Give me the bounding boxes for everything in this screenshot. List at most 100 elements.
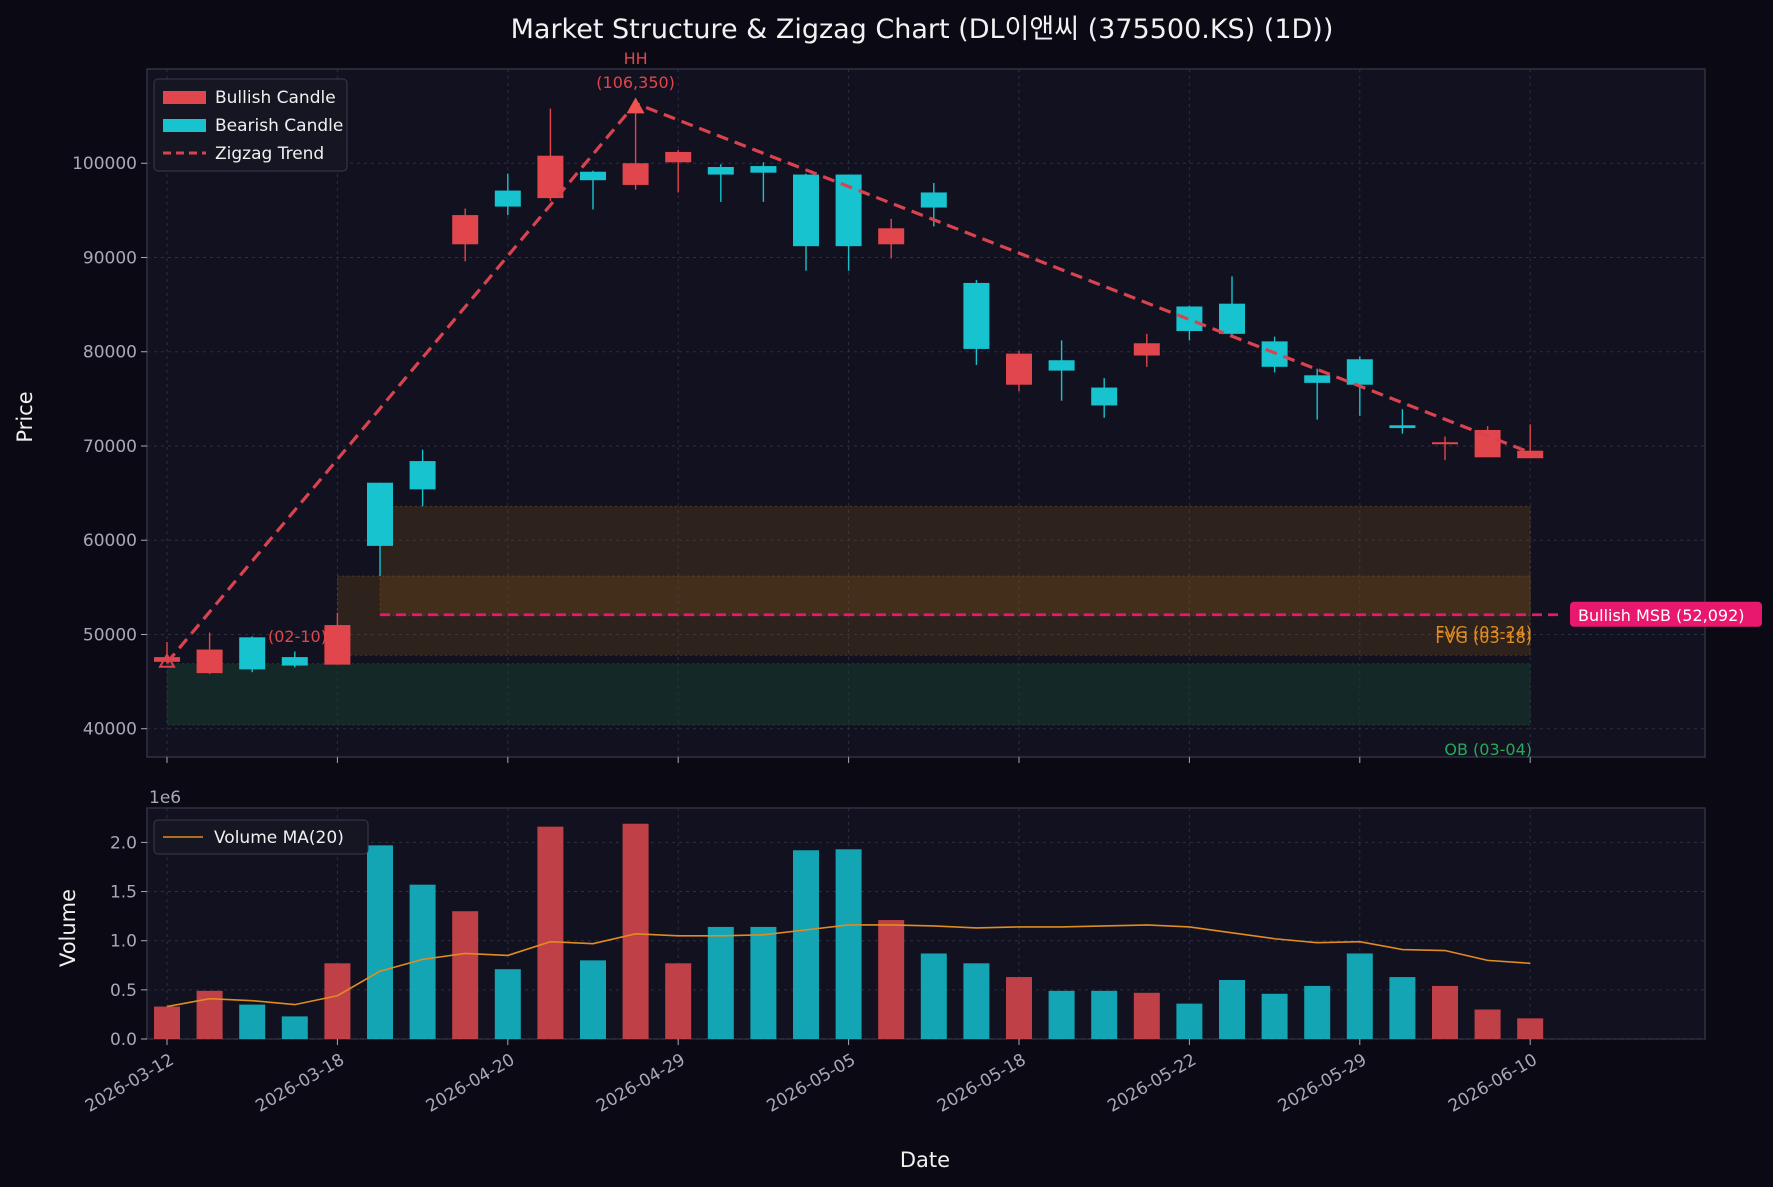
legend-bear-label: Bearish Candle xyxy=(215,116,343,136)
volume-legend: Volume MA(20) xyxy=(153,819,369,855)
volume-exponent-label: 1e6 xyxy=(149,788,181,808)
order-block-zone xyxy=(166,663,1531,726)
bullish-candle xyxy=(1133,343,1160,356)
volume-bar xyxy=(750,926,777,1039)
volume-bar xyxy=(1517,1018,1544,1039)
bullish-candle xyxy=(622,163,649,185)
low-marker xyxy=(158,652,176,668)
volume-bar xyxy=(324,963,351,1039)
bearish-candle xyxy=(793,174,819,247)
bearish-candle xyxy=(1048,360,1075,371)
volume-tick-label: 1.5 xyxy=(110,883,137,903)
volume-bar xyxy=(1091,990,1118,1039)
msb-badge xyxy=(1570,601,1762,627)
volume-legend-box xyxy=(153,819,369,855)
volume-tick-label: 1.0 xyxy=(110,932,137,952)
price-axis-label: Price xyxy=(13,391,37,442)
price-tick-label: 80000 xyxy=(83,343,137,363)
bearish-candle xyxy=(750,166,777,173)
price-plot-area xyxy=(146,68,1706,758)
legend-bear-swatch xyxy=(163,119,206,132)
volume-bar xyxy=(1304,985,1331,1039)
bearish-candle xyxy=(963,282,990,349)
hh-marker xyxy=(626,97,645,114)
volume-legend-label: Volume MA(20) xyxy=(214,828,344,848)
volume-bar xyxy=(239,1004,266,1039)
price-tick-label: 50000 xyxy=(83,625,137,645)
volume-bar xyxy=(1346,953,1373,1039)
bearish-candle xyxy=(409,461,436,490)
bearish-candle xyxy=(920,192,947,208)
volume-bar xyxy=(878,920,905,1039)
bullish-candle xyxy=(1006,353,1032,385)
price-tick-label: 40000 xyxy=(83,720,137,740)
bullish-candle xyxy=(196,649,223,674)
legend-zigzag-label: Zigzag Trend xyxy=(215,144,324,164)
volume-bar xyxy=(1176,1003,1203,1039)
volume-bar xyxy=(835,849,862,1039)
volume-bar xyxy=(622,823,649,1039)
volume-tick-label: 2.0 xyxy=(110,833,137,853)
volume-bar xyxy=(1389,977,1416,1039)
volume-bar xyxy=(452,911,479,1039)
volume-bar xyxy=(1048,990,1075,1039)
volume-bar xyxy=(707,926,734,1039)
volume-bar xyxy=(154,1006,180,1039)
bearish-candle xyxy=(580,171,606,181)
fvg-label: FVG (03-18) xyxy=(1435,628,1532,647)
bullish-candle xyxy=(665,151,692,163)
bearish-candle xyxy=(367,482,393,546)
bearish-candle xyxy=(1346,359,1373,385)
price-legend: Bullish Candle Bearish Candle Zigzag Trend xyxy=(153,78,348,172)
price-tick-label: 90000 xyxy=(83,248,137,268)
volume-bar xyxy=(920,953,947,1039)
bearish-candle xyxy=(707,167,734,175)
bullish-candle xyxy=(324,625,351,665)
volume-bar xyxy=(665,963,692,1039)
volume-bar xyxy=(793,850,819,1039)
bullish-candle xyxy=(537,155,564,199)
price-tick-label: 100000 xyxy=(72,154,137,174)
bearish-candle xyxy=(1219,303,1245,334)
volume-bar xyxy=(963,963,990,1039)
volume-bar xyxy=(1261,993,1288,1039)
legend-bull-swatch xyxy=(163,91,206,104)
fvg-label: FVG (03-24) xyxy=(1435,623,1532,642)
order-block-label: OB (03-04) xyxy=(1444,740,1532,759)
fvg-zone xyxy=(379,505,1531,617)
chart-title: Market Structure & Zigzag Chart (DL이앤씨 (… xyxy=(511,14,1334,45)
price-tick-label: 70000 xyxy=(83,437,137,457)
volume-bars xyxy=(154,823,1544,1039)
volume-bar xyxy=(1474,1009,1501,1039)
hh-label: HH xyxy=(624,49,648,68)
legend-bull-label: Bullish Candle xyxy=(215,88,336,108)
bearish-candle xyxy=(1304,375,1331,383)
volume-tick-label: 0.5 xyxy=(110,981,137,1001)
volume-bar xyxy=(367,845,393,1039)
bearish-candle xyxy=(239,637,266,670)
bearish-candle xyxy=(1389,425,1416,429)
bullish-candle xyxy=(878,228,905,245)
volume-bar xyxy=(537,826,564,1039)
bearish-candle xyxy=(1176,306,1203,332)
volume-ma-line xyxy=(166,924,1531,1008)
bullish-candle xyxy=(1517,450,1544,459)
low-label: (02-10) xyxy=(268,627,327,646)
volume-bar xyxy=(1219,980,1245,1039)
x-axis-label: Date xyxy=(900,1148,950,1172)
volume-bar xyxy=(1133,992,1160,1039)
volume-bar xyxy=(494,969,521,1039)
msb-label: Bullish MSB (52,092) xyxy=(1578,606,1745,625)
hh-value: (106,350) xyxy=(596,73,675,92)
bullish-candle xyxy=(154,657,180,662)
volume-bar xyxy=(1006,977,1032,1039)
price-panel: 40000 50000 60000 70000 80000 90000 100000 FVG … xyxy=(72,49,1762,763)
bullish-candle xyxy=(1432,442,1458,445)
volume-bar xyxy=(1432,985,1458,1039)
bearish-candle xyxy=(494,190,521,207)
volume-axis-label: Volume xyxy=(56,889,80,967)
volume-bar xyxy=(281,1016,308,1039)
bullish-candle xyxy=(452,215,479,245)
